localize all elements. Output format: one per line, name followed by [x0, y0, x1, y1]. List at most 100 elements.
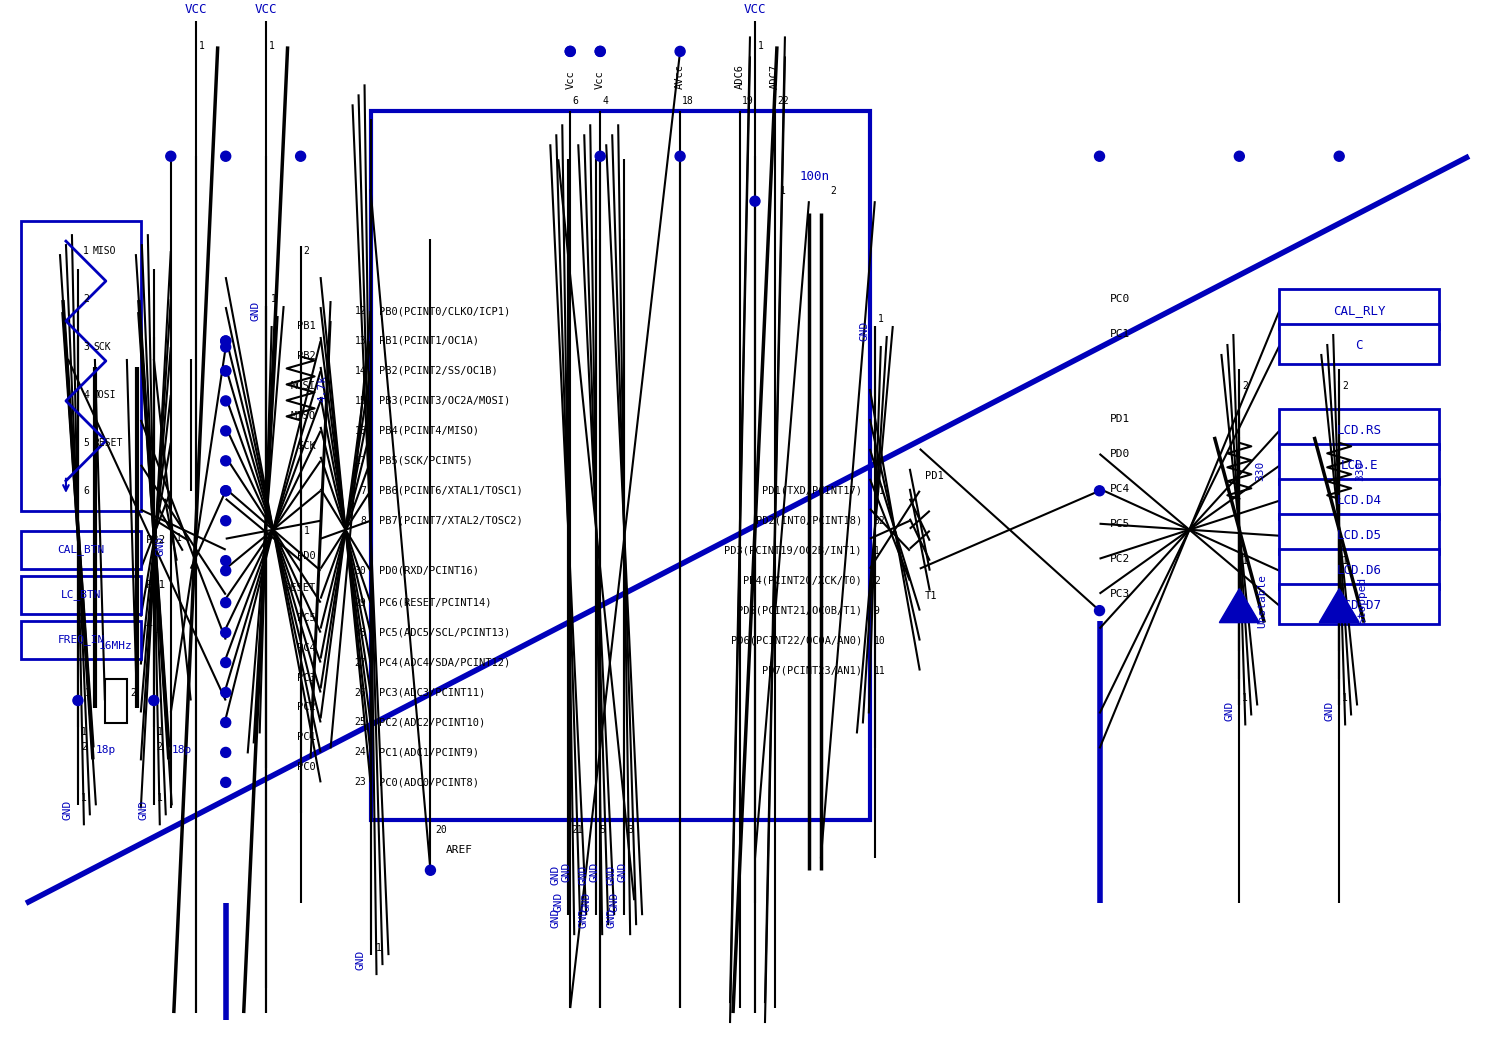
Text: 1: 1: [199, 41, 205, 52]
Text: GND: GND: [156, 535, 166, 555]
Text: 1: 1: [1342, 693, 1348, 704]
Text: GND: GND: [63, 800, 73, 820]
Text: PD0(RXD/PCINT16): PD0(RXD/PCINT16): [378, 566, 479, 576]
Bar: [1279, 444, 1439, 484]
Text: 1: 1: [177, 533, 181, 543]
Text: PC1: PC1: [1110, 329, 1129, 339]
Text: PC3: PC3: [296, 673, 316, 682]
Text: PD1: PD1: [925, 471, 944, 480]
Text: 26: 26: [355, 688, 367, 697]
Text: PB0(PCINT0/CLKO/ICP1): PB0(PCINT0/CLKO/ICP1): [378, 306, 510, 316]
Polygon shape: [1319, 588, 1360, 622]
Text: PD7(PCINT23/AN1): PD7(PCINT23/AN1): [761, 665, 862, 675]
Text: 1: 1: [304, 526, 310, 535]
Text: PD3(PCINT19/OC2B/INT1): PD3(PCINT19/OC2B/INT1): [724, 546, 862, 555]
Bar: [1279, 324, 1439, 364]
Circle shape: [221, 566, 230, 576]
Text: PC0: PC0: [296, 763, 316, 772]
Text: 3: 3: [627, 825, 633, 836]
Text: 10: 10: [874, 636, 886, 645]
Text: GND: GND: [579, 908, 588, 928]
Text: VCC: VCC: [254, 3, 277, 17]
Text: Vcc: Vcc: [565, 71, 576, 89]
Text: 22: 22: [776, 96, 788, 106]
Circle shape: [221, 486, 230, 496]
Text: ADC6: ADC6: [735, 65, 745, 89]
Circle shape: [1095, 151, 1104, 161]
Text: 2: 2: [1342, 381, 1348, 390]
Text: LCD.RS: LCD.RS: [1336, 424, 1382, 437]
Circle shape: [221, 151, 230, 161]
Text: 1: 1: [779, 186, 785, 196]
Circle shape: [148, 695, 159, 706]
Text: 1: 1: [81, 794, 87, 803]
Text: CAL_BTN: CAL_BTN: [57, 544, 105, 555]
Text: 1: 1: [85, 688, 91, 697]
Circle shape: [221, 342, 230, 352]
Bar: [1279, 549, 1439, 588]
Circle shape: [221, 366, 230, 376]
Text: Unstable: Unstable: [1257, 573, 1267, 627]
Text: PC1: PC1: [296, 732, 316, 743]
Circle shape: [166, 151, 177, 161]
Circle shape: [73, 695, 82, 706]
Bar: [21, 576, 141, 614]
Circle shape: [221, 555, 230, 566]
Text: SCK: SCK: [296, 441, 316, 451]
Text: 1: 1: [758, 41, 764, 52]
Text: 4: 4: [84, 390, 88, 400]
Text: 2: 2: [830, 186, 836, 196]
Text: 1: 1: [878, 314, 884, 324]
Circle shape: [565, 47, 576, 56]
Text: LCD.D5: LCD.D5: [1336, 529, 1382, 542]
Text: GND: GND: [554, 892, 564, 912]
Text: 1: 1: [81, 728, 87, 737]
Text: PD0: PD0: [1110, 449, 1129, 459]
Text: 18p: 18p: [96, 746, 117, 755]
Text: GND: GND: [251, 300, 260, 322]
Text: PD2(INT0/PCINT18): PD2(INT0/PCINT18): [755, 515, 862, 526]
Text: 1: 1: [84, 247, 88, 256]
Text: PC0(ADC0/PCINT8): PC0(ADC0/PCINT8): [378, 778, 479, 787]
Bar: [1279, 479, 1439, 518]
Bar: [105, 678, 127, 724]
Text: 14: 14: [355, 366, 367, 376]
Text: 1: 1: [271, 294, 277, 304]
Text: 20: 20: [435, 825, 447, 836]
Text: LC_BTN: LC_BTN: [61, 589, 102, 600]
Circle shape: [595, 151, 606, 161]
Text: PD4(PCINT20/XCK/T0): PD4(PCINT20/XCK/T0): [744, 576, 862, 586]
Circle shape: [565, 47, 576, 56]
Text: 2: 2: [130, 688, 136, 697]
Text: 2: 2: [157, 743, 163, 752]
Text: 24: 24: [355, 747, 367, 758]
Text: PC1(ADC1/PCINT9): PC1(ADC1/PCINT9): [378, 747, 479, 758]
Text: 29: 29: [355, 598, 367, 607]
Text: 15: 15: [355, 396, 367, 406]
Text: 2: 2: [84, 294, 88, 304]
Text: 1: 1: [157, 794, 163, 803]
Text: 5: 5: [84, 438, 88, 448]
Text: GND: GND: [582, 892, 591, 912]
Bar: [21, 221, 141, 511]
Text: 16MHz: 16MHz: [99, 640, 133, 651]
Text: FREQ_IN: FREQ_IN: [57, 634, 105, 645]
Circle shape: [221, 778, 230, 787]
Circle shape: [221, 658, 230, 668]
Circle shape: [675, 151, 685, 161]
Circle shape: [221, 688, 230, 697]
Bar: [371, 111, 869, 820]
Text: 17: 17: [355, 456, 367, 466]
Text: 2: 2: [874, 576, 880, 586]
Text: MISO: MISO: [290, 411, 316, 421]
Text: PC3(ADC3/PCINT11): PC3(ADC3/PCINT11): [378, 688, 485, 697]
Polygon shape: [1219, 588, 1260, 622]
Text: RESET: RESET: [284, 583, 316, 592]
Text: Vcc: Vcc: [595, 71, 606, 89]
Text: PD0: PD0: [296, 550, 316, 561]
Text: AVcc: AVcc: [675, 65, 685, 89]
Text: 18p: 18p: [172, 746, 191, 755]
Text: 8: 8: [361, 515, 367, 526]
Text: 3: 3: [84, 342, 88, 352]
Text: PB2: PB2: [296, 351, 316, 361]
